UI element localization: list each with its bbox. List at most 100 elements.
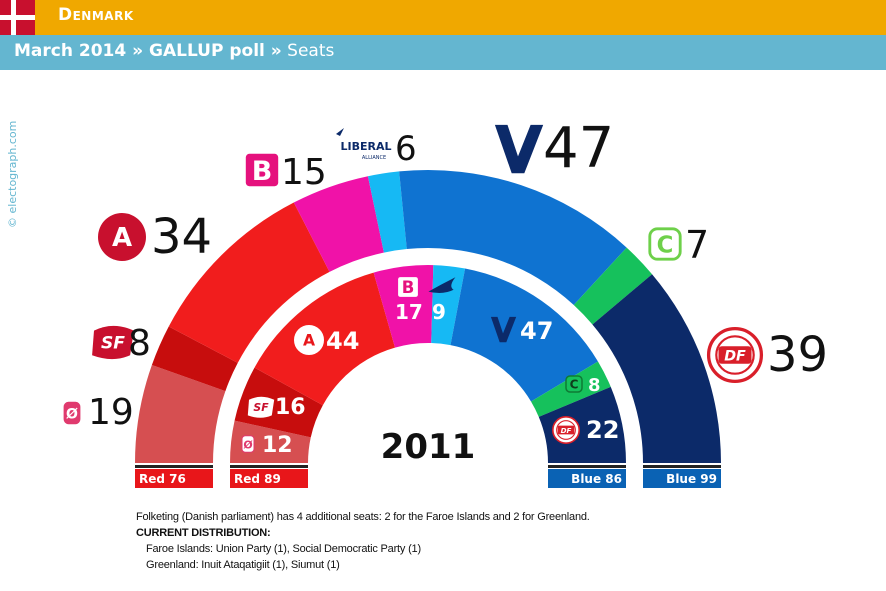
df-logo-band <box>718 346 752 364</box>
sf-logo-shape <box>247 396 275 418</box>
block-2014-red-label: Red 76 <box>139 472 186 486</box>
subtitle-rest: Seats <box>281 41 335 61</box>
footnote-greenland: Greenland: Inuit Ataqatigiit (1), Siumut… <box>146 559 340 571</box>
seat-arc-2014-o <box>135 364 226 463</box>
b-logo-letter: B <box>402 278 415 297</box>
seat-label-2011-a: 44 <box>326 327 359 355</box>
la-logo-bird <box>336 128 344 136</box>
seat-arc-2014-c <box>573 247 653 325</box>
a-logo-letter: A <box>303 331 315 349</box>
block-2014-red-bar <box>135 469 213 488</box>
footnote-faroe: Faroe Islands: Union Party (1), Social D… <box>146 543 421 555</box>
logo-b-icon: B <box>245 153 279 187</box>
seat-label-2014-v: 47 <box>543 116 614 181</box>
c-logo-box <box>648 227 682 261</box>
country-title: Denmark <box>58 5 134 25</box>
df-logo-letters: DF <box>724 349 746 365</box>
b-logo-square <box>245 153 279 187</box>
seat-label-2014-b: 15 <box>281 152 327 193</box>
logo-v-icon <box>494 124 544 174</box>
block-2014-blue-bar <box>643 469 721 488</box>
logo-c-icon: C <box>648 227 682 261</box>
o-logo-letter: Ø <box>243 438 253 451</box>
seat-label-2011-df: 22 <box>586 416 619 444</box>
a-logo-circle <box>293 324 325 356</box>
v-logo-shape <box>490 316 517 343</box>
logo-a-icon: A <box>293 324 325 356</box>
block-2011-red-bar <box>230 469 308 488</box>
seat-arc-2014-a <box>168 202 330 363</box>
logo-c-icon: C <box>565 375 583 393</box>
seat-label-2014-o: 19 <box>88 392 134 433</box>
block-2011-blue-rule <box>548 465 626 468</box>
footnote-heading: CURRENT DISTRIBUTION: <box>136 527 271 539</box>
subtitle-bar <box>0 35 886 70</box>
poll-subtitle: March 2014 » GALLUP poll » Seats <box>14 41 334 61</box>
header-bar <box>0 0 886 35</box>
subtitle-bold: March 2014 » GALLUP poll » <box>14 41 282 61</box>
df-logo-band <box>557 425 575 435</box>
block-2014-blue-label: Blue 99 <box>666 472 717 486</box>
v-logo-shape <box>494 124 544 174</box>
seat-arc-2011-v <box>450 268 598 402</box>
a-logo-letter: A <box>112 223 132 253</box>
denmark-flag-icon <box>0 0 35 35</box>
la-logo-text: LIBERAL <box>341 140 392 153</box>
seat-label-2014-df: 39 <box>767 327 828 383</box>
block-2011-red-rule <box>230 465 308 468</box>
logo-df-icon: DF <box>551 415 581 445</box>
seat-label-2011-o: 12 <box>262 433 293 458</box>
seat-arc-2011-b <box>373 265 434 348</box>
seat-label-2011-b: 17 <box>395 300 423 324</box>
seat-label-2011-v: 47 <box>520 317 553 345</box>
logo-v-icon <box>490 316 517 343</box>
chart-2011-title: 2011 <box>381 427 476 467</box>
seat-label-2014-i: 6 <box>395 129 417 169</box>
seat-arc-2011-df <box>538 386 626 463</box>
seat-label-2011-sf: 16 <box>275 395 306 420</box>
logo-a-icon: A <box>98 213 146 261</box>
sf-logo-letters: SF <box>101 334 125 354</box>
seat-label-2014-c: 7 <box>685 223 709 267</box>
logo-i-icon <box>428 277 456 294</box>
a-logo-circle <box>98 213 146 261</box>
logo-df-icon: DF <box>706 326 764 384</box>
sf-logo-letters: SF <box>253 401 269 414</box>
seat-label-2014-sf: 8 <box>128 323 151 364</box>
la-logo-bird <box>428 277 456 294</box>
seat-label-2014-a: 34 <box>151 209 212 265</box>
b-logo-square <box>398 277 418 297</box>
c-logo-letter: C <box>657 233 674 259</box>
df-logo-letters: DF <box>561 426 572 435</box>
o-logo-box <box>63 401 81 425</box>
seat-arc-2014-i <box>367 171 407 253</box>
la-logo-subtext: ALLIANCE <box>362 155 386 161</box>
c-logo-box <box>565 375 583 393</box>
logo-sf-icon: SF <box>92 325 134 360</box>
seat-arc-2011-a <box>254 272 396 406</box>
logo-o-icon: Ø <box>63 401 81 425</box>
block-2011-red-label: Red 89 <box>234 472 281 486</box>
block-2011-blue-label: Blue 86 <box>571 472 622 486</box>
block-2014-red-rule <box>135 465 213 468</box>
seat-arc-2014-df <box>592 274 721 463</box>
seat-arc-2014-sf <box>151 326 238 392</box>
logo-b-icon: B <box>398 277 418 297</box>
block-2011-blue-bar <box>548 469 626 488</box>
sf-logo-shape <box>92 325 134 360</box>
b-logo-letter: B <box>252 156 273 187</box>
logo-o-icon: Ø <box>241 435 255 453</box>
block-2014-blue-rule <box>643 465 721 468</box>
footnote: Folketing (Danish parliament) has 4 addi… <box>136 509 590 573</box>
seat-arc-2011-sf <box>234 367 323 438</box>
o-logo-letter: Ø <box>66 407 78 423</box>
o-logo-box <box>241 435 255 453</box>
logo-sf-icon: SF <box>247 396 275 418</box>
footnote-line1: Folketing (Danish parliament) has 4 addi… <box>136 511 590 523</box>
c-logo-letter: C <box>570 378 579 392</box>
seat-label-2011-c: 8 <box>588 375 601 396</box>
logo-i-icon: LIBERAL ALLIANCE <box>336 128 392 161</box>
seat-label-2011-i: 9 <box>432 300 446 324</box>
seat-arc-2014-v <box>399 170 627 305</box>
